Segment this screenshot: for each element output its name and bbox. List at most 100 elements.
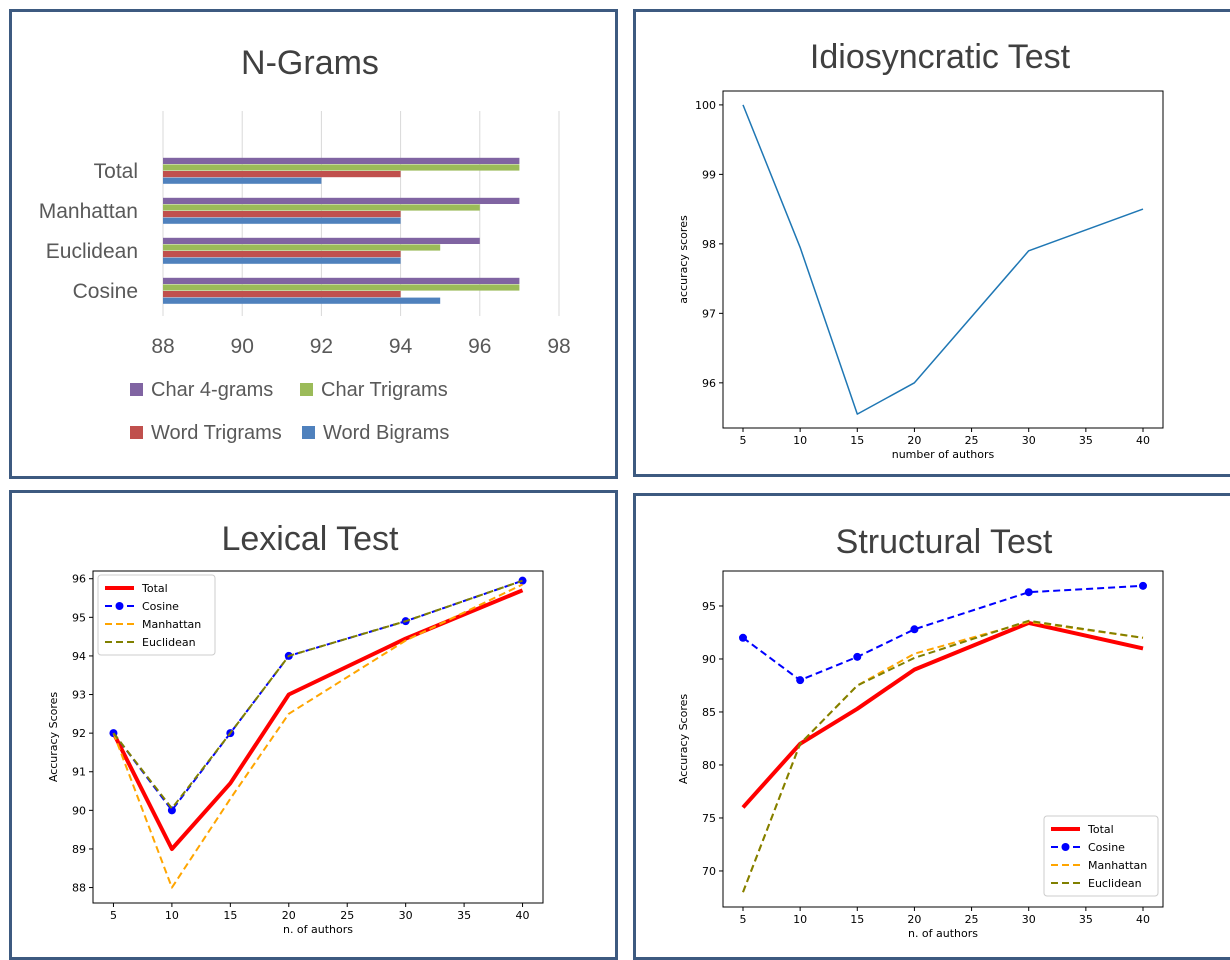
series-line <box>112 583 523 889</box>
series-line <box>112 579 523 810</box>
bar <box>163 217 401 224</box>
bar <box>163 197 520 204</box>
bar <box>163 157 520 164</box>
legend-label: Manhattan <box>1088 859 1147 872</box>
plot-frame <box>722 90 1164 429</box>
x-tick-label: 35 <box>1079 434 1093 447</box>
x-tick-label: 40 <box>516 909 530 922</box>
chart-title: Lexical Test <box>221 520 399 558</box>
structural-panel: Structural Test 5 10 15 20 25 30 35 40 70 75 80 85 9… <box>633 493 1230 960</box>
x-tick-label: 40 <box>1136 434 1150 447</box>
y-tick-label: 98 <box>702 238 716 251</box>
x-tick-label: 15 <box>850 913 864 926</box>
bar <box>163 291 401 298</box>
category-label: Euclidean <box>46 240 138 263</box>
idiosyncratic-panel: Idiosyncratic Test 5 10 15 20 25 30 35 40 96 97 98… <box>633 9 1230 477</box>
ngrams-chart: N-Grams 88 90 92 94 96 98 Total Manhattan Euclid… <box>39 44 571 444</box>
x-tick-label: 30 <box>399 909 413 922</box>
x-tick-label: 25 <box>965 434 979 447</box>
legend-label: Manhattan <box>142 618 201 631</box>
x-tick-label: 20 <box>907 434 921 447</box>
chart-title: Idiosyncratic Test <box>810 38 1071 76</box>
x-tick-label: 35 <box>457 909 471 922</box>
bar <box>163 237 480 244</box>
data-point <box>518 576 527 585</box>
x-tick-label: 98 <box>547 335 570 358</box>
legend-label: Char 4-grams <box>151 379 273 401</box>
x-tick-label: 40 <box>1136 913 1150 926</box>
x-tick-label: 30 <box>1022 434 1036 447</box>
data-point <box>910 625 919 634</box>
series-line <box>742 104 1144 415</box>
lexical-panel: Lexical Test 5 10 15 20 25 30 35 40 88 89 90 91 92 93… <box>9 490 618 960</box>
y-tick-label: 90 <box>702 653 716 666</box>
x-tick-label: 90 <box>231 335 254 358</box>
legend-swatch <box>300 383 313 396</box>
category-label: Manhattan <box>39 200 138 223</box>
legend-label: Euclidean <box>142 636 196 649</box>
legend-swatch <box>302 426 315 439</box>
bar <box>163 277 520 284</box>
y-tick-label: 100 <box>695 99 716 112</box>
category-label: Total <box>94 160 138 183</box>
legend-marker <box>1061 843 1070 851</box>
legend-box <box>97 574 216 656</box>
bar <box>163 251 401 258</box>
series-line <box>741 620 1144 809</box>
legend-label: Cosine <box>142 600 179 613</box>
y-axis-label: Accuracy Scores <box>677 694 690 785</box>
y-tick-label: 90 <box>72 804 86 817</box>
y-tick-label: 96 <box>72 573 86 586</box>
series-line <box>742 619 1144 893</box>
y-tick-label: 95 <box>702 600 716 613</box>
x-tick-label: 10 <box>793 434 807 447</box>
y-tick-label: 91 <box>72 766 86 779</box>
y-tick-label: 92 <box>72 727 86 740</box>
plot-frame <box>722 570 1164 908</box>
y-tick-label: 89 <box>72 843 86 856</box>
chart-title: N-Grams <box>241 44 379 82</box>
data-point <box>167 806 176 815</box>
x-tick-label: 5 <box>740 913 747 926</box>
x-axis-label: n. of authors <box>283 923 353 936</box>
data-point <box>1024 588 1033 597</box>
y-tick-label: 94 <box>72 650 86 663</box>
x-tick-label: 10 <box>165 909 179 922</box>
y-tick-label: 99 <box>702 168 716 181</box>
x-tick-label: 15 <box>850 434 864 447</box>
bar <box>163 211 401 218</box>
x-tick-label: 20 <box>907 913 921 926</box>
data-point <box>853 652 862 661</box>
x-axis-label: n. of authors <box>908 927 978 940</box>
x-tick-label: 10 <box>793 913 807 926</box>
y-tick-label: 96 <box>702 377 716 390</box>
x-tick-label: 5 <box>740 434 747 447</box>
x-tick-label: 92 <box>310 335 333 358</box>
lexical-chart: Lexical Test 5 10 15 20 25 30 35 40 88 89 90 91 92 93… <box>47 520 544 936</box>
legend-label: Total <box>1087 823 1114 836</box>
data-point <box>739 633 747 642</box>
y-tick-label: 85 <box>702 706 716 719</box>
data-point <box>796 676 805 685</box>
x-tick-label: 35 <box>1079 913 1093 926</box>
bar <box>163 257 401 264</box>
bar <box>163 284 520 291</box>
ngrams-panel: N-Grams 88 90 92 94 96 98 Total Manhattan Euclid… <box>9 9 618 479</box>
legend-label: Euclidean <box>1088 877 1142 890</box>
x-tick-label: 15 <box>223 909 237 922</box>
y-tick-label: 95 <box>72 611 86 624</box>
legend-label: Word Trigrams <box>151 422 282 444</box>
legend-label: Cosine <box>1088 841 1125 854</box>
plot-frame <box>92 570 544 904</box>
x-axis-label: number of authors <box>892 448 995 461</box>
category-label: Cosine <box>73 280 138 303</box>
y-tick-label: 70 <box>702 865 716 878</box>
bar <box>163 164 520 171</box>
structural-chart: Structural Test 5 10 15 20 25 30 35 40 70 75 80 85 9… <box>677 523 1164 940</box>
x-tick-label: 25 <box>965 913 979 926</box>
y-tick-label: 80 <box>702 759 716 772</box>
x-tick-label: 94 <box>389 335 413 358</box>
y-tick-label: 75 <box>702 812 716 825</box>
y-axis-label: Accuracy Scores <box>47 692 60 783</box>
chart-title: Structural Test <box>836 523 1053 561</box>
